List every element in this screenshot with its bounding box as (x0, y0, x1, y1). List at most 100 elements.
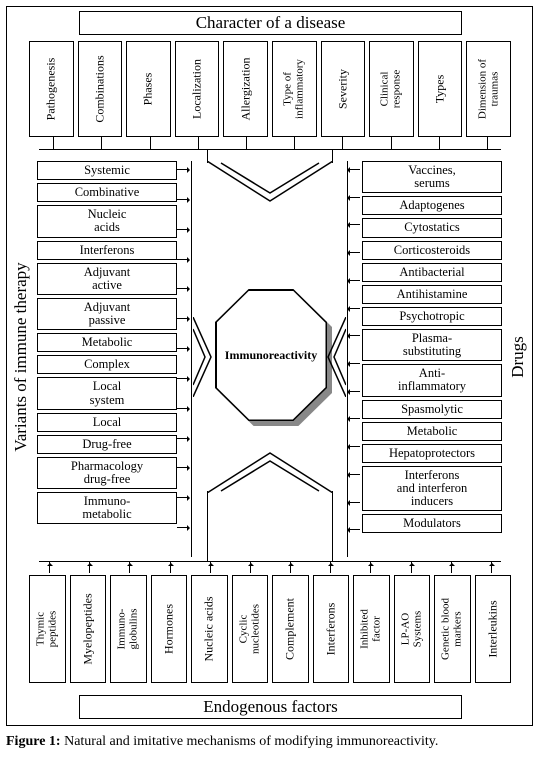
cell-6: Metabolic (37, 333, 177, 352)
bot-col-label-3: Hormones (161, 604, 176, 654)
tick (177, 288, 187, 289)
tick (350, 446, 360, 447)
stub (150, 137, 151, 149)
top-col-5: Type ofinflammatory (272, 41, 317, 137)
cell-9: Local (37, 413, 177, 432)
left-axis-label: Variants of immune therapy (10, 197, 32, 517)
stub (129, 561, 130, 573)
top-col-1: Combinations (78, 41, 123, 137)
cell-13: Modulators (362, 514, 502, 533)
top-col-label-9: Dimension oftraumas (477, 59, 500, 119)
top-col-9: Dimension oftraumas (466, 41, 511, 137)
stub (89, 561, 90, 573)
bot-col-label-6: Complement (283, 598, 298, 660)
octagon-label: Immunoreactivity (217, 291, 326, 420)
stub (370, 561, 371, 573)
top-stubs (7, 137, 532, 149)
bot-col-6: Complement (272, 575, 309, 683)
top-col-7: Clinicalresponse (369, 41, 414, 137)
cell-12: Interferonsand interferoninducers (362, 466, 502, 511)
right-arrow (322, 317, 346, 402)
top-col-label-3: Localization (190, 59, 205, 119)
right-column: Vaccines,serumsAdaptogenesCytostaticsCor… (362, 161, 502, 536)
left-axis-text: Variants of immune therapy (11, 262, 31, 451)
cell-2: Nucleicacids (37, 205, 177, 237)
tick (177, 438, 187, 439)
cell-5: Adjuvantpassive (37, 298, 177, 330)
top-col-label-6: Severity (335, 69, 350, 109)
cell-0: Vaccines,serums (362, 161, 502, 193)
stub (290, 561, 291, 573)
top-title: Character of a disease (79, 11, 462, 35)
left-ticks (177, 161, 193, 557)
top-col-8: Types (418, 41, 463, 137)
tick (177, 348, 187, 349)
tick (177, 318, 187, 319)
top-col-label-1: Combinations (92, 55, 107, 122)
cell-3: Corticosteroids (362, 241, 502, 260)
stub (294, 137, 295, 149)
bot-col-label-11: Interleukins (485, 600, 500, 657)
cell-1: Combinative (37, 183, 177, 202)
cell-11: Pharmacologydrug-free (37, 457, 177, 489)
bot-col-label-2: Immuno-globulins (117, 609, 140, 650)
tick (350, 363, 360, 364)
right-axis-label: Drugs (507, 277, 529, 437)
tick (350, 502, 360, 503)
cell-8: Anti-inflammatory (362, 364, 502, 396)
top-col-label-7: Clinicalresponse (380, 70, 403, 109)
top-col-label-4: Allergization (238, 57, 253, 120)
stub (246, 137, 247, 149)
top-col-2: Phases (126, 41, 171, 137)
cell-7: Plasma-substituting (362, 329, 502, 361)
cell-7: Complex (37, 355, 177, 374)
bot-col-label-10: Genetic bloodmarkers (441, 598, 464, 660)
left-column: SystemicCombinativeNucleicacidsInterfero… (37, 161, 177, 527)
stub (342, 137, 343, 149)
cell-5: Antihistamine (362, 285, 502, 304)
stub (451, 561, 452, 573)
stub (330, 561, 331, 573)
stub (250, 561, 251, 573)
tick (350, 252, 360, 253)
tick (177, 497, 187, 498)
bottom-stubs (7, 561, 532, 573)
caption-label: Figure 1: (6, 734, 61, 749)
top-col-4: Allergization (223, 41, 268, 137)
stub (487, 137, 488, 149)
bot-col-label-1: Myelopeptides (80, 593, 95, 664)
tick (177, 169, 187, 170)
top-col-label-5: Type ofinflammatory (283, 59, 306, 119)
cell-4: Adjuvantactive (37, 263, 177, 295)
cell-8: Localsystem (37, 377, 177, 409)
stub (53, 137, 54, 149)
right-ticks (346, 161, 362, 557)
caption-text: Natural and imitative mechanisms of modi… (61, 734, 439, 749)
tick (350, 418, 360, 419)
bot-col-8: Inhibitedfactor (353, 575, 390, 683)
bot-col-label-8: Inhibitedfactor (360, 609, 383, 649)
top-col-label-2: Phases (141, 73, 156, 106)
bot-col-11: Interleukins (475, 575, 512, 683)
tick (177, 467, 187, 468)
tick (177, 527, 187, 528)
middle-row: Variants of immune therapy SystemicCombi… (7, 157, 532, 561)
cell-2: Cytostatics (362, 218, 502, 237)
cell-12: Immuno-metabolic (37, 492, 177, 524)
bot-col-3: Hormones (151, 575, 188, 683)
cell-9: Spasmolytic (362, 400, 502, 419)
tick (177, 378, 187, 379)
tick (177, 259, 187, 260)
top-col-3: Localization (175, 41, 220, 137)
top-col-label-0: Pathogenesis (44, 58, 59, 121)
tick (350, 169, 360, 170)
stub (170, 561, 171, 573)
cell-10: Drug-free (37, 435, 177, 454)
bot-col-label-4: Nucleic acids (202, 597, 217, 662)
tick (350, 474, 360, 475)
tick (177, 408, 187, 409)
bot-col-5: Cyclicnucleotides (232, 575, 269, 683)
bottom-columns: ThymicpeptidesMyelopeptidesImmuno-globul… (29, 575, 511, 683)
bot-col-9: LP-AOSystems (394, 575, 431, 683)
stub (491, 561, 492, 573)
